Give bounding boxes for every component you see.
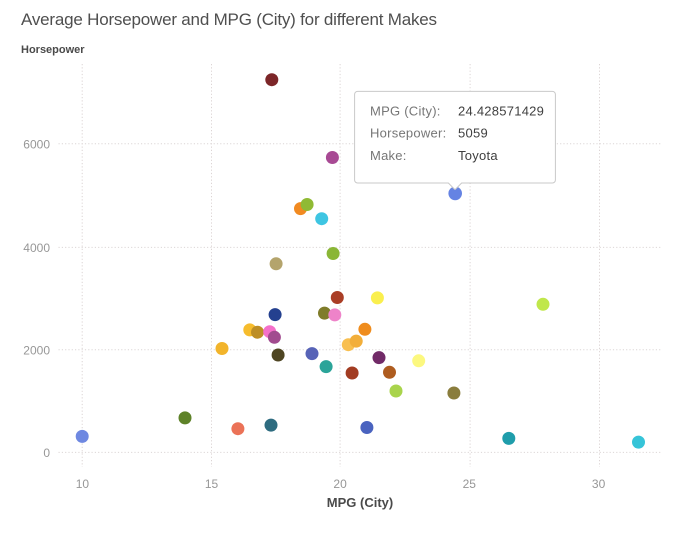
svg-text:Horsepower: Horsepower (21, 44, 85, 56)
svg-text:MPG (City):: MPG (City): (370, 104, 441, 119)
svg-text:5059: 5059 (458, 125, 488, 140)
svg-text:4000: 4000 (23, 241, 50, 255)
svg-text:Make:: Make: (370, 148, 407, 163)
svg-text:25: 25 (463, 477, 477, 491)
svg-text:24.428571429: 24.428571429 (458, 104, 544, 119)
svg-text:Average Horsepower and MPG (Ci: Average Horsepower and MPG (City) for di… (21, 10, 437, 29)
svg-text:6000: 6000 (23, 138, 50, 152)
svg-text:MPG (City): MPG (City) (327, 495, 393, 510)
svg-text:30: 30 (592, 477, 606, 491)
svg-text:0: 0 (43, 446, 50, 460)
svg-text:10: 10 (76, 477, 90, 491)
svg-text:15: 15 (205, 477, 219, 491)
svg-text:Horsepower:: Horsepower: (370, 125, 446, 140)
svg-text:2000: 2000 (23, 344, 50, 358)
svg-text:Toyota: Toyota (458, 148, 498, 163)
svg-text:20: 20 (333, 477, 347, 491)
